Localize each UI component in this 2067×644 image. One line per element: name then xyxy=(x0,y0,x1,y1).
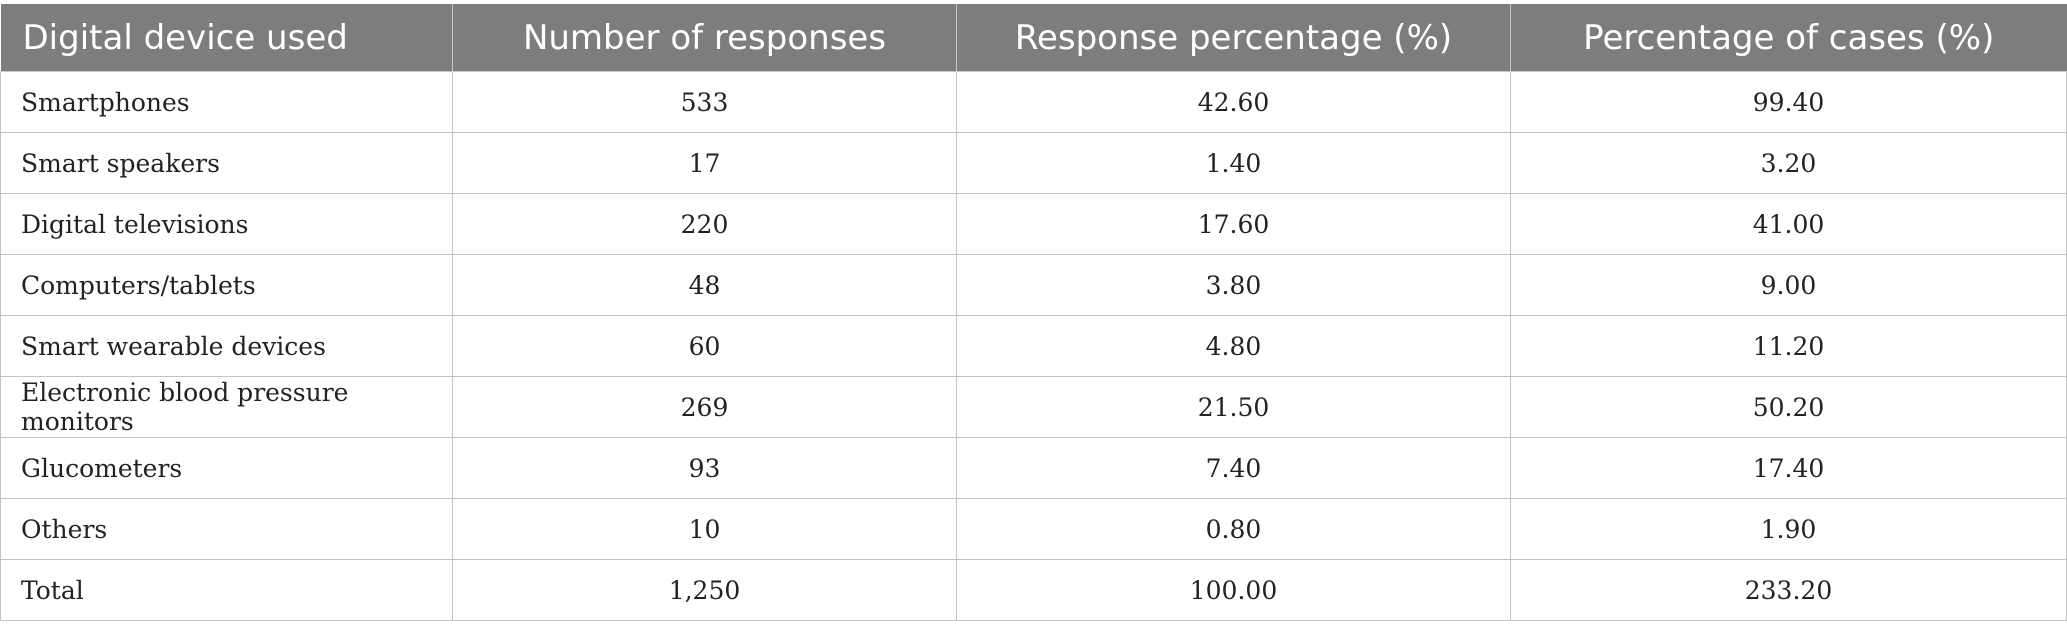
response-percentage-cell: 21.50 xyxy=(956,376,1511,438)
header-row: Digital device used Number of responses … xyxy=(0,4,2067,72)
header-responses: Number of responses xyxy=(452,4,957,72)
digital-devices-table: Digital device used Number of responses … xyxy=(0,4,2067,621)
responses-cell: 17 xyxy=(452,132,957,194)
device-cell: Total xyxy=(0,559,453,621)
cases-percentage-cell: 233.20 xyxy=(1510,559,2067,621)
responses-cell: 533 xyxy=(452,71,957,133)
responses-cell: 60 xyxy=(452,315,957,377)
cases-percentage-cell: 11.20 xyxy=(1510,315,2067,377)
table-row: Electronic blood pressure monitors 269 2… xyxy=(0,376,2067,438)
device-cell: Others xyxy=(0,498,453,560)
cases-percentage-cell: 1.90 xyxy=(1510,498,2067,560)
header-device: Digital device used xyxy=(0,4,453,72)
table-header: Digital device used Number of responses … xyxy=(0,4,2067,72)
cases-percentage-cell: 50.20 xyxy=(1510,376,2067,438)
cases-percentage-cell: 41.00 xyxy=(1510,193,2067,255)
responses-cell: 48 xyxy=(452,254,957,316)
response-percentage-cell: 42.60 xyxy=(956,71,1511,133)
responses-cell: 93 xyxy=(452,437,957,499)
cases-percentage-cell: 17.40 xyxy=(1510,437,2067,499)
table-row: Digital televisions 220 17.60 41.00 xyxy=(0,193,2067,255)
table-row: Smartphones 533 42.60 99.40 xyxy=(0,71,2067,133)
device-cell: Smart wearable devices xyxy=(0,315,453,377)
table-row: Smart speakers 17 1.40 3.20 xyxy=(0,132,2067,194)
response-percentage-cell: 7.40 xyxy=(956,437,1511,499)
table-body: Smartphones 533 42.60 99.40 Smart speake… xyxy=(0,71,2067,621)
response-percentage-cell: 3.80 xyxy=(956,254,1511,316)
table-row: Others 10 0.80 1.90 xyxy=(0,498,2067,560)
table-row: Computers/tablets 48 3.80 9.00 xyxy=(0,254,2067,316)
data-table-container: Digital device used Number of responses … xyxy=(0,4,2067,621)
device-cell: Smart speakers xyxy=(0,132,453,194)
responses-cell: 10 xyxy=(452,498,957,560)
cases-percentage-cell: 9.00 xyxy=(1510,254,2067,316)
table-row: Smart wearable devices 60 4.80 11.20 xyxy=(0,315,2067,377)
responses-cell: 220 xyxy=(452,193,957,255)
responses-cell: 1,250 xyxy=(452,559,957,621)
response-percentage-cell: 17.60 xyxy=(956,193,1511,255)
response-percentage-cell: 0.80 xyxy=(956,498,1511,560)
responses-cell: 269 xyxy=(452,376,957,438)
cases-percentage-cell: 3.20 xyxy=(1510,132,2067,194)
device-cell: Electronic blood pressure monitors xyxy=(0,376,453,438)
response-percentage-cell: 4.80 xyxy=(956,315,1511,377)
cases-percentage-cell: 99.40 xyxy=(1510,71,2067,133)
response-percentage-cell: 100.00 xyxy=(956,559,1511,621)
device-cell: Digital televisions xyxy=(0,193,453,255)
header-response-percentage: Response percentage (%) xyxy=(956,4,1511,72)
device-cell: Glucometers xyxy=(0,437,453,499)
response-percentage-cell: 1.40 xyxy=(956,132,1511,194)
device-cell: Smartphones xyxy=(0,71,453,133)
total-row: Total 1,250 100.00 233.20 xyxy=(0,559,2067,621)
table-row: Glucometers 93 7.40 17.40 xyxy=(0,437,2067,499)
header-cases-percentage: Percentage of cases (%) xyxy=(1510,4,2067,72)
device-cell: Computers/tablets xyxy=(0,254,453,316)
